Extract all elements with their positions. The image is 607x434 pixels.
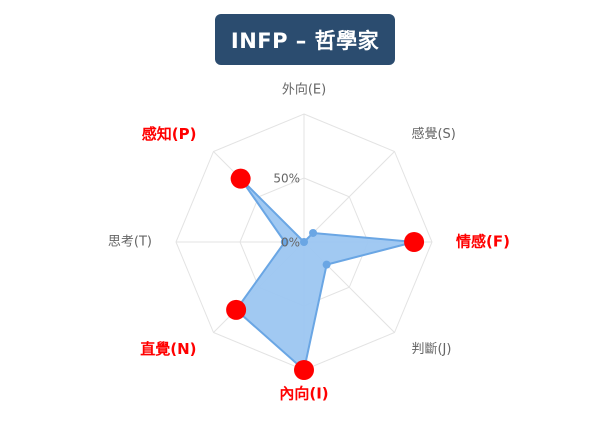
scale-tick-label: 0% [281,236,300,250]
axis-label: 直覺(N) [140,340,196,358]
data-point[interactable] [300,238,308,246]
chart-title: INFP – 哲學家 [215,14,395,65]
axis-label: 感覺(S) [411,126,455,142]
axis-label: 判斷(J) [411,342,451,357]
data-point[interactable] [404,232,425,252]
data-series-area [235,177,416,371]
grid-spoke [303,151,395,243]
data-area [235,177,416,371]
axis-label: 內向(I) [279,385,328,403]
data-point[interactable] [322,260,331,269]
axis-labels: 外向(E) 感覺(S) 情感(F) 判斷(J) 內向(I) 直覺(N) 思考(T) 感知(P) [108,82,510,403]
data-point[interactable] [280,238,289,246]
scale-ticks: 0% 50% [273,172,300,250]
data-point[interactable] [294,360,314,380]
data-point[interactable] [309,228,318,237]
data-point[interactable] [230,168,251,189]
axis-label: 思考(T) [108,235,152,250]
axis-label: 外向(E) [282,82,326,98]
data-points [226,168,425,380]
axis-label: 情感(F) [456,233,510,251]
axis-label: 感知(P) [142,125,197,143]
scale-tick-label: 50% [273,172,300,186]
data-point[interactable] [226,299,247,320]
